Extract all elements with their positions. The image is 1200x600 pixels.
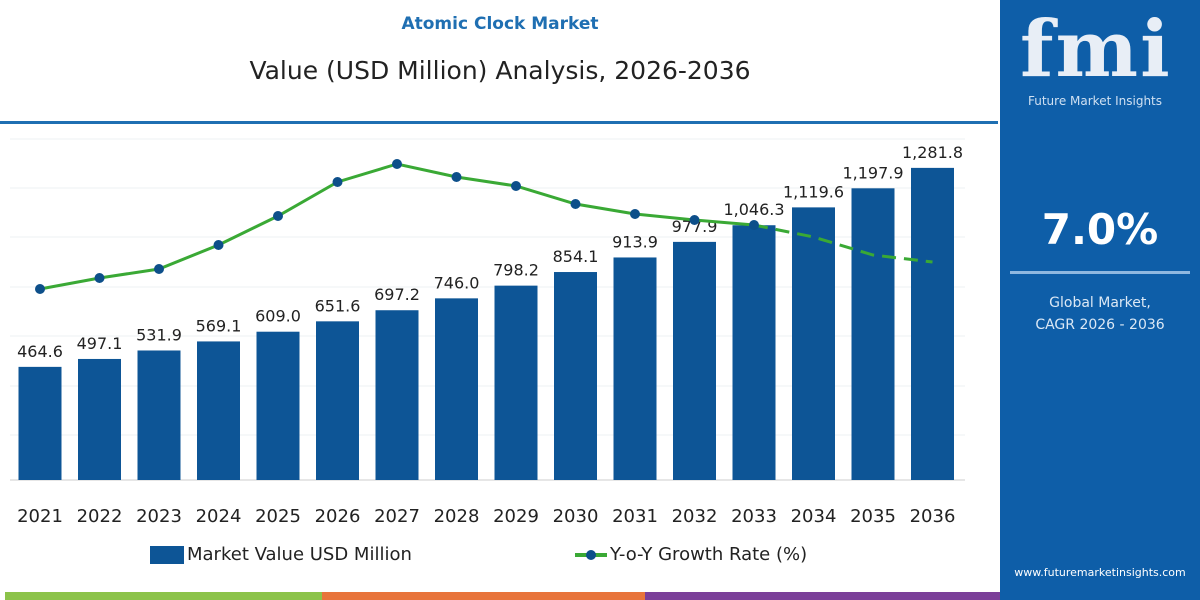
bar-2033 bbox=[732, 225, 776, 480]
fmi-logo: fmi bbox=[1020, 4, 1172, 95]
x-tick-2023: 2023 bbox=[136, 506, 182, 527]
x-tick-2027: 2027 bbox=[374, 506, 420, 527]
bottom-strip-purple bbox=[645, 592, 1000, 600]
bar-label-2025: 609.0 bbox=[255, 307, 301, 326]
logo-subtitle: Future Market Insights bbox=[1028, 94, 1163, 108]
bar-label-2031: 913.9 bbox=[612, 232, 658, 251]
bar-label-2033: 1,046.3 bbox=[723, 200, 784, 219]
bar-label-2022: 497.1 bbox=[77, 334, 123, 353]
growth-point-2029 bbox=[511, 181, 521, 191]
growth-point-2030 bbox=[570, 199, 581, 209]
growth-point-2031 bbox=[630, 209, 640, 219]
bar-label-2035: 1,197.9 bbox=[842, 163, 903, 182]
bar-2031 bbox=[613, 257, 657, 480]
cagr-value: 7.0% bbox=[1041, 205, 1159, 254]
cagr-divider bbox=[1010, 271, 1190, 274]
bar-2027 bbox=[375, 310, 419, 480]
growth-point-2024 bbox=[213, 240, 224, 250]
growth-point-2027 bbox=[392, 159, 402, 169]
bar-2021 bbox=[18, 366, 62, 480]
bar-label-2028: 746.0 bbox=[434, 273, 480, 292]
growth-point-2032 bbox=[689, 215, 700, 225]
bar-label-2021: 464.6 bbox=[17, 342, 63, 361]
cagr-label-line2: CAGR 2026 - 2036 bbox=[1035, 317, 1165, 333]
x-tick-2030: 2030 bbox=[553, 506, 599, 527]
bottom-strip-orange bbox=[322, 592, 645, 600]
x-tick-2024: 2024 bbox=[196, 506, 242, 527]
legend-line-swatch bbox=[575, 549, 607, 560]
bar-2032 bbox=[673, 241, 716, 480]
x-tick-2022: 2022 bbox=[77, 506, 123, 527]
x-tick-2026: 2026 bbox=[315, 506, 361, 527]
growth-line-dashed bbox=[753, 223, 933, 264]
bar-label-2027: 697.2 bbox=[374, 285, 420, 304]
bar-label-2024: 569.1 bbox=[196, 316, 242, 335]
cagr-label-line1: Global Market, bbox=[1049, 295, 1151, 311]
bar-2035 bbox=[851, 188, 895, 480]
x-tick-2025: 2025 bbox=[255, 506, 301, 527]
x-tick-2032: 2032 bbox=[672, 506, 718, 527]
growth-point-2033 bbox=[749, 220, 759, 230]
legend-line-label: Y-o-Y Growth Rate (%) bbox=[610, 544, 808, 565]
x-tick-2028: 2028 bbox=[434, 506, 480, 527]
cagr-label: Global Market, CAGR 2026 - 2036 bbox=[1000, 292, 1200, 336]
legend: Market Value USD Million Y-o-Y Growth Ra… bbox=[0, 544, 1000, 568]
bar-2034 bbox=[792, 207, 835, 480]
bar-2023 bbox=[137, 350, 181, 480]
legend-bar: Market Value USD Million bbox=[150, 544, 412, 565]
growth-point-2021 bbox=[35, 284, 45, 294]
growth-point-2026 bbox=[332, 177, 343, 187]
growth-point-2023 bbox=[154, 264, 164, 274]
bar-label-2034: 1,119.6 bbox=[783, 182, 844, 201]
growth-point-2028 bbox=[451, 172, 462, 182]
legend-line: Y-o-Y Growth Rate (%) bbox=[575, 544, 807, 565]
x-tick-2036: 2036 bbox=[910, 506, 956, 527]
side-panel: fmi Future Market Insights 7.0% Global M… bbox=[1000, 0, 1200, 600]
x-tick-2021: 2021 bbox=[17, 506, 63, 527]
bar-2026 bbox=[316, 321, 359, 480]
chart-title: Atomic Clock Market bbox=[401, 14, 599, 34]
chart: 464.6 2021 497.1 2022 531.9 2023 569.1 2024 609.… bbox=[10, 138, 965, 527]
x-tick-2035: 2035 bbox=[850, 506, 896, 527]
x-tick-2034: 2034 bbox=[791, 506, 837, 527]
bar-2025 bbox=[256, 331, 300, 480]
bar-2024 bbox=[197, 341, 240, 480]
bar-label-2030: 854.1 bbox=[553, 247, 599, 266]
bar-2029 bbox=[494, 285, 538, 480]
bar-2022 bbox=[78, 358, 121, 480]
header-divider bbox=[0, 121, 998, 124]
x-tick-2033: 2033 bbox=[731, 506, 777, 527]
bottom-strip-green bbox=[5, 592, 322, 600]
legend-bar-label: Market Value USD Million bbox=[187, 544, 412, 565]
bar-2036 bbox=[911, 167, 954, 480]
x-tick-2029: 2029 bbox=[493, 506, 539, 527]
growth-point-2025 bbox=[273, 211, 283, 221]
x-tick-2031: 2031 bbox=[612, 506, 658, 527]
bar-label-2023: 531.9 bbox=[136, 325, 182, 344]
growth-point-2022 bbox=[94, 273, 105, 283]
website-url[interactable]: www.futuremarketinsights.com bbox=[1014, 566, 1186, 579]
bar-2030 bbox=[554, 272, 597, 480]
chart-subtitle: Value (USD Million) Analysis, 2026-2036 bbox=[249, 56, 751, 85]
bar-label-2026: 651.6 bbox=[315, 296, 361, 315]
legend-bar-swatch bbox=[150, 545, 184, 564]
bar-2028 bbox=[435, 298, 478, 480]
bar-label-2036: 1,281.8 bbox=[902, 143, 963, 162]
bar-label-2029: 798.2 bbox=[493, 261, 539, 280]
